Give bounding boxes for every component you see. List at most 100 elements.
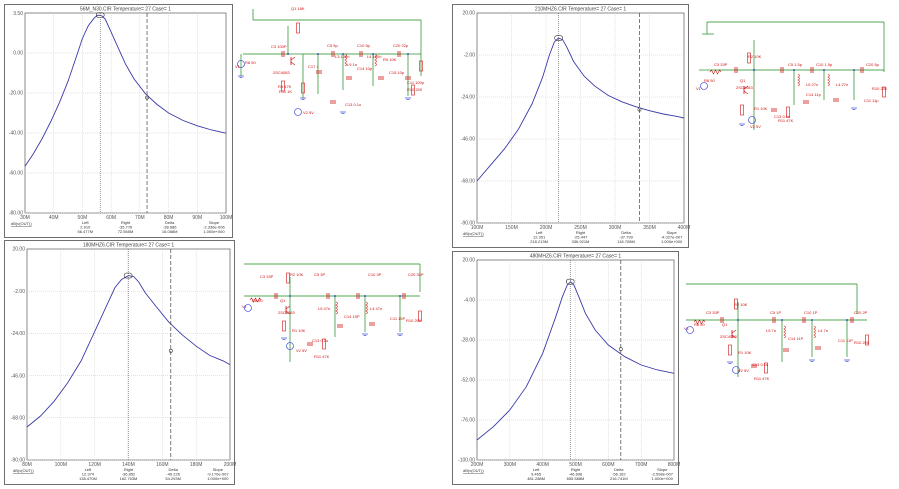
readout-value-2: 16.088M <box>162 229 178 234</box>
readout-label: Slope <box>666 230 677 235</box>
x-tick-label: 200M <box>540 225 553 231</box>
resistor <box>882 86 886 98</box>
y-tick-label: -24.00 <box>461 95 475 101</box>
component-label: R9 10K <box>383 57 397 62</box>
component-label: L5 47n <box>318 306 330 311</box>
readout-label: Delta <box>165 220 175 225</box>
component-label: C11 11p <box>864 98 879 103</box>
component-label: C14 15P <box>344 314 360 319</box>
resistor <box>249 297 262 303</box>
component-label: R11 47K <box>778 118 794 123</box>
component-label: V1 <box>242 304 248 309</box>
transistor <box>285 310 291 315</box>
resistor <box>865 334 869 346</box>
component-label: C10 3P <box>368 272 382 277</box>
readout-label: Slope <box>213 467 224 472</box>
resistor <box>693 319 706 325</box>
resistor <box>728 344 732 356</box>
readout-label: Slope <box>657 467 668 472</box>
readout-value-2: 481.288M <box>527 476 545 481</box>
component-label: R6 47K <box>278 84 292 89</box>
component-label: V1 <box>684 326 690 331</box>
resistor <box>282 320 286 332</box>
transistor <box>731 329 737 334</box>
component-label: C5 5p <box>327 43 338 48</box>
readout-label: Right <box>576 230 586 235</box>
component-label: C5 1P <box>770 310 781 315</box>
x-tick-label: 300M <box>504 462 517 468</box>
readout-value-2: 56.477M <box>78 229 94 234</box>
component-label: L4 7n <box>818 328 828 333</box>
peak-marker <box>95 12 105 18</box>
component-label: L5 7n <box>766 328 776 333</box>
x-tick-label: 120M <box>88 462 101 468</box>
y-tick-label: -40.00 <box>9 131 23 137</box>
node-dot <box>364 295 366 297</box>
response-trace <box>24 14 227 167</box>
y-tick-label: 20.00 <box>462 11 475 17</box>
readout-value-2: 1.000e+000 <box>652 476 674 481</box>
component-label: L5 27n <box>806 82 818 87</box>
component-label: Q1 <box>740 78 746 83</box>
node-dot <box>753 69 755 71</box>
node-dot <box>342 53 344 55</box>
chart-180m: 180MHZ6.CIR Temperature= 27 Case= 1 80M 10… <box>11 243 236 482</box>
x-tick-label: 80M <box>22 462 32 468</box>
component-label: C13 0.1u <box>312 338 328 343</box>
component-label: C11 100p <box>407 80 425 85</box>
readout-value-1: -56.162 <box>612 472 626 477</box>
source-symbol <box>286 342 294 350</box>
component-label: 2SC4083 <box>278 310 295 315</box>
readout-value-1: 9.465 <box>531 472 542 477</box>
readout-label: Delta <box>614 467 624 472</box>
readout-value-2: 1.000e+000 <box>207 476 229 481</box>
source-symbol <box>686 326 694 334</box>
node-dot <box>372 53 374 55</box>
component-label: C5 1.5p <box>788 62 803 67</box>
readout-value-1: -9.1?0e-007 <box>207 472 229 477</box>
readout-label: Delta <box>168 467 178 472</box>
component-label: R8 50 <box>245 60 256 65</box>
component-label: V2 5V <box>738 368 749 373</box>
x-tick-label: 160M <box>156 462 169 468</box>
x-tick-label: 70M <box>135 215 145 221</box>
inductor <box>827 73 830 87</box>
y-tick-label: -100.00 <box>458 458 475 464</box>
component-label: R11 47K <box>314 354 330 359</box>
chart-title: 480MHZ6.CIR Temperature= 27 Case= 1 <box>530 254 622 260</box>
schematic-56m: C3 100P Q1 18K C5 5p L3 100n C10 5p L4 100n C2… <box>233 6 438 126</box>
inductor <box>813 325 816 339</box>
response-trace <box>476 281 675 441</box>
chart-panel-480m: 480MHZ6.CIR Temperature= 27 Case= 1 200M 3… <box>452 251 680 485</box>
x-tick-label: 300M <box>609 225 622 231</box>
chart-panel-180m: 180MHZ6.CIR Temperature= 27 Case= 1 80M 10… <box>4 240 236 485</box>
readout-value-2: 1.000e+000 <box>203 229 225 234</box>
y-tick-label: -24.00 <box>11 331 25 337</box>
y-tick-label: -2.00 <box>464 53 476 59</box>
cursor-marker <box>618 347 623 352</box>
node-dot <box>287 53 289 55</box>
x-tick-label: 40M <box>49 215 59 221</box>
cursor-marker <box>145 95 149 100</box>
component-label: C10 1P <box>804 310 818 315</box>
y-tick-label: -20.00 <box>9 91 23 97</box>
component-label: V2 5V <box>750 124 761 129</box>
y-tick-label: -52.00 <box>461 378 475 384</box>
component-label: C13 0.1u <box>752 362 768 367</box>
response-trace <box>476 37 685 182</box>
x-tick-label: 500M <box>569 462 582 468</box>
y-tick-label: -2.00 <box>14 289 26 295</box>
x-tick-label: 30M <box>20 215 30 221</box>
readout-value-1: -37.799 <box>619 235 633 240</box>
x-tick-label: 600M <box>602 462 615 468</box>
readout-label: Delta <box>621 230 631 235</box>
readout-value-1: 2.910 <box>80 225 91 230</box>
x-tick-label: 100M <box>471 225 484 231</box>
node-dot <box>823 69 825 71</box>
component-label: R1 10K <box>754 106 768 111</box>
component-label: R1 10K <box>292 328 306 333</box>
y-tick-label: -46.00 <box>461 137 475 143</box>
inductor <box>365 301 368 315</box>
readout-value-1: -2.598e-007 <box>651 472 673 477</box>
source-symbol <box>748 116 756 124</box>
